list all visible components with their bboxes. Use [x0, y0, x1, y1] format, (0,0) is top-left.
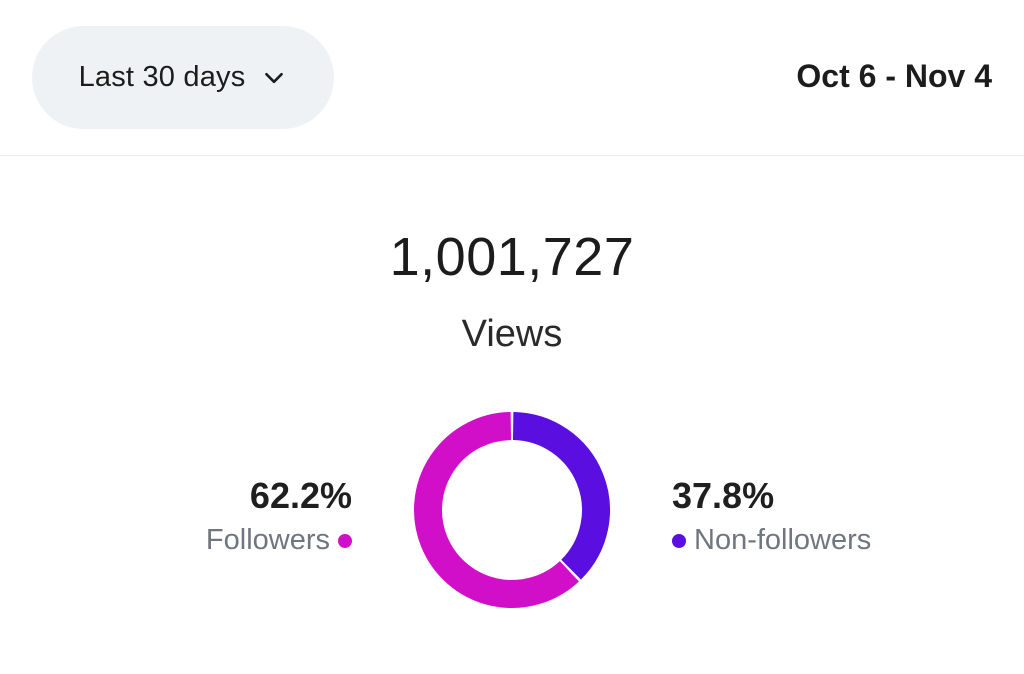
non-followers-percent: 37.8%: [672, 475, 775, 516]
top-bar: Last 30 days Oct 6 - Nov 4: [0, 0, 1024, 156]
date-range-dropdown[interactable]: Last 30 days: [32, 26, 334, 129]
non-followers-legend-dot: [672, 533, 686, 548]
followers-legend-dot: [338, 533, 352, 548]
non-followers-stat: 37.8% Non-followers: [672, 474, 871, 557]
non-followers-label: Non-followers: [694, 524, 872, 556]
non-followers-slice: [512, 412, 610, 580]
views-total: 1,001,727: [389, 227, 635, 287]
followers-percent: 62.2%: [249, 475, 352, 516]
audience-donut-chart: [414, 412, 610, 608]
followers-stat: 62.2% Followers: [206, 474, 352, 557]
date-range-dropdown-label: Last 30 days: [78, 61, 246, 93]
views-label: Views: [461, 313, 563, 355]
followers-label: Followers: [205, 524, 330, 556]
followers-slice: [414, 412, 579, 608]
chevron-down-icon: [265, 72, 284, 83]
date-range-text: Oct 6 - Nov 4: [796, 58, 992, 94]
